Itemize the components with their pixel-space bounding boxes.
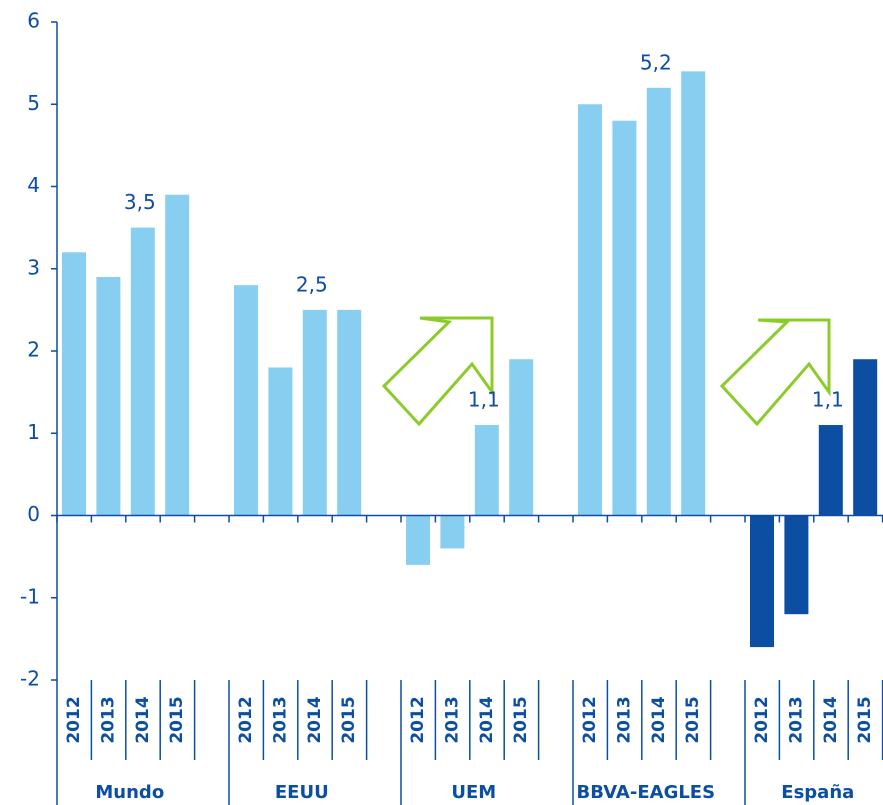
bar	[302, 309, 327, 516]
bar	[750, 515, 774, 648]
bar	[784, 515, 809, 615]
x-tick-label: 2012	[580, 696, 600, 743]
bar	[268, 367, 293, 516]
value-label: 1,1	[468, 388, 500, 412]
x-tick-label: 2015	[167, 696, 187, 743]
bar	[681, 71, 706, 516]
y-tick-label: 5	[27, 91, 40, 115]
value-label: 3,5	[124, 190, 156, 214]
group-label: UEM	[451, 782, 496, 803]
group-label: BBVA-EAGLES	[577, 782, 716, 803]
x-tick-label: 2015	[511, 696, 531, 743]
x-tick-label: 2013	[442, 696, 462, 743]
x-tick-label: 2013	[270, 696, 290, 743]
bar	[234, 285, 258, 516]
x-tick-label: 2013	[98, 696, 118, 743]
group-label: Mundo	[95, 782, 164, 803]
bar	[853, 359, 878, 516]
bar	[406, 515, 430, 565]
bar	[509, 359, 534, 516]
x-tick-label: 2014	[133, 696, 153, 743]
y-tick-label: -2	[20, 667, 40, 691]
y-tick-label: 2	[27, 338, 40, 362]
y-tick-label: 6	[27, 9, 40, 33]
x-tick-label: 2015	[855, 696, 875, 743]
value-label: 1,1	[812, 388, 844, 412]
x-tick-label: 2014	[305, 696, 325, 743]
value-label: 2,5	[296, 272, 328, 296]
x-tick-label: 2014	[821, 696, 841, 743]
plot: -2 -1 0 1 2 3 4 5 6 Mundo 2012 2013 2014 3,5 2015 EEUU 2…	[20, 9, 883, 805]
trend-arrow	[381, 316, 494, 427]
y-tick-label: -1	[20, 584, 40, 608]
y-tick-label: 0	[27, 502, 40, 526]
y-tick-label: 3	[27, 255, 40, 279]
bar	[96, 276, 121, 516]
bar	[612, 120, 637, 516]
bar	[337, 309, 362, 516]
bar	[165, 194, 190, 516]
x-tick-label: 2012	[64, 696, 84, 743]
y-tick-label: 4	[27, 173, 40, 197]
bar	[578, 104, 602, 516]
x-tick-label: 2015	[339, 696, 359, 743]
bar	[818, 425, 843, 516]
bar	[474, 425, 499, 516]
x-tick-label: 2012	[752, 696, 772, 743]
x-tick-label: 2012	[408, 696, 428, 743]
bar	[130, 227, 155, 516]
bar	[440, 515, 465, 549]
x-tick-label: 2012	[236, 696, 256, 743]
group-label: España	[781, 782, 854, 803]
x-tick-label: 2014	[649, 696, 669, 743]
x-tick-label: 2014	[477, 696, 497, 743]
y-tick-label: 1	[27, 420, 40, 444]
x-tick-label: 2015	[683, 696, 703, 743]
group-label: EEUU	[275, 782, 329, 803]
value-label: 5,2	[640, 50, 672, 74]
bar	[62, 252, 86, 516]
trend-arrow	[719, 318, 831, 427]
x-tick-label: 2013	[614, 696, 634, 743]
bar	[646, 87, 671, 516]
x-tick-label: 2013	[786, 696, 806, 743]
